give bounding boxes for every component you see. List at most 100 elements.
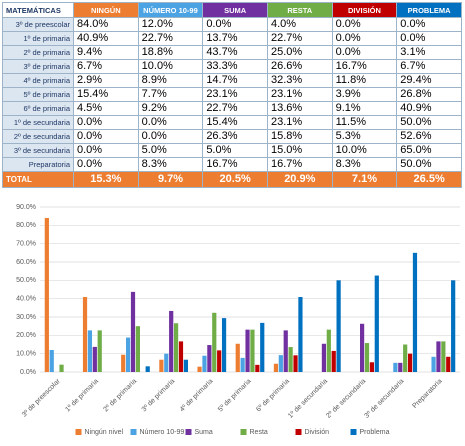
y-tick-label: 10.0%	[16, 351, 36, 358]
row-label: 3º de preescolar	[2, 17, 74, 32]
y-tick-label: 80.0%	[16, 222, 36, 229]
bar	[235, 343, 240, 372]
bar	[273, 363, 279, 372]
cell: 20.5%	[202, 171, 268, 188]
table-row: 2º de secundaria 0.0% 0.0% 26.3% 15.8% 5.3% 52…	[2, 129, 462, 144]
cell: 13.7%	[202, 31, 268, 46]
cell: 50.0%	[396, 115, 462, 130]
row-label: Preparatoria	[2, 157, 74, 172]
cell: 65.0%	[396, 143, 462, 158]
row-label: 6º de primaria	[2, 101, 74, 116]
cell: 33.3%	[202, 59, 268, 74]
x-tick-label: 2º de secundaria	[325, 378, 367, 420]
row-label: 2º de primaria	[2, 45, 74, 60]
cell: 43.7%	[202, 45, 268, 60]
bar	[245, 329, 250, 372]
x-tick-label: Preparatoria	[411, 378, 443, 410]
cell: 9.4%	[73, 45, 139, 60]
y-tick-label: 90.0%	[16, 204, 36, 211]
cell: 5.0%	[202, 143, 268, 158]
cell: 29.4%	[396, 73, 462, 88]
cell: 6.7%	[396, 59, 462, 74]
cell: 15.3%	[73, 171, 139, 188]
bar	[393, 362, 398, 372]
cell: 0.0%	[137, 115, 204, 130]
row-label: 2º de secundaria	[2, 129, 74, 144]
cell: 9.7%	[137, 171, 204, 188]
bar	[159, 359, 164, 372]
cell: 6.7%	[73, 59, 139, 74]
cell: 25.0%	[266, 45, 333, 60]
y-tick-label: 40.0%	[16, 296, 36, 303]
bar	[173, 323, 179, 372]
cell: 23.1%	[202, 87, 268, 102]
cell: 16.7%	[202, 157, 268, 172]
bar	[436, 341, 441, 372]
bar	[164, 353, 169, 372]
x-tick-label: 2º de primaria	[103, 378, 139, 414]
bar	[374, 275, 379, 372]
cell: 23.1%	[266, 87, 333, 102]
bar	[451, 280, 456, 372]
table-row: 1º de secundaria 0.0% 0.0% 15.4% 23.1% 11.5% 5…	[2, 115, 462, 130]
table-row: Preparatoria 0.0% 8.3% 16.7% 16.7% 8.3% 50.0%	[2, 157, 462, 172]
bar	[121, 354, 126, 372]
table-row: 3º de primaria 6.7% 10.0% 33.3% 26.6% 16.7% 6.…	[2, 59, 462, 74]
bar	[278, 355, 283, 372]
bar	[293, 355, 298, 372]
table-row: 2º de primaria 9.4% 18.8% 43.7% 25.0% 0.0% 3.1…	[2, 45, 462, 60]
cell: 26.6%	[266, 59, 333, 74]
cell: 5.0%	[137, 143, 204, 158]
legend-label: Problema	[360, 429, 390, 436]
x-tick-label: 1º de secundaria	[287, 378, 329, 420]
cell: 18.8%	[137, 45, 204, 60]
y-tick-label: 20.0%	[16, 332, 36, 339]
cell: 15.4%	[202, 115, 268, 130]
bar	[126, 337, 131, 372]
cell: 20.9%	[266, 171, 333, 188]
legend-swatch	[240, 429, 247, 435]
cell: 84.0%	[73, 17, 139, 32]
bar	[288, 347, 293, 372]
cell: 15.8%	[266, 129, 333, 144]
legend-swatch	[350, 429, 357, 435]
bar	[59, 364, 64, 372]
cell: 0.0%	[396, 17, 462, 32]
table-row: 6º de primaria 4.5% 9.2% 22.7% 13.6% 9.1% 40.9…	[2, 101, 462, 116]
cell: 0.0%	[137, 129, 204, 144]
y-tick-label: 60.0%	[16, 259, 36, 266]
row-label: 5º de primaria	[2, 87, 74, 102]
row-label: 3º de secundaria	[2, 143, 74, 158]
legend-swatch	[130, 429, 137, 435]
table-row: 5º de primaria 15.4% 7.7% 23.1% 23.1% 3.9% 26.…	[2, 87, 462, 102]
cell: 3.1%	[396, 45, 462, 60]
bar	[441, 341, 446, 372]
bar	[202, 355, 207, 372]
legend-label: División	[305, 429, 330, 436]
data-table: MATEMÁTICAS NINGÚN NÚMERO 10-99 SUMA RESTA DI…	[2, 2, 462, 188]
cell: 4.5%	[73, 101, 139, 116]
bar	[212, 312, 217, 372]
table-row: 1º de primaria 40.9% 22.7% 13.7% 22.7% 0.0% 0.…	[2, 31, 462, 46]
bar	[82, 297, 88, 372]
cell: NINGÚN	[73, 2, 139, 18]
bar	[250, 329, 255, 372]
bar	[431, 356, 436, 372]
bar	[403, 344, 408, 372]
legend-label: Ningún nivel	[85, 429, 124, 436]
cell: 7.1%	[331, 171, 398, 188]
bar	[446, 356, 451, 372]
bar	[398, 362, 403, 372]
bar	[207, 345, 212, 372]
chart: 0.0% 10.0% 20.0% 30.0% 40.0% 50.0% 60.0% 70.0% 8…	[16, 204, 460, 436]
x-tick-label: 3º de preescolar	[21, 377, 62, 418]
cell: RESTA	[266, 2, 333, 18]
row-label: 3º de primaria	[2, 59, 74, 74]
cell: 22.7%	[137, 31, 204, 46]
bar	[169, 310, 174, 372]
y-tick-label: 70.0%	[16, 241, 36, 248]
x-tick-label: 5º de primaria	[217, 378, 253, 414]
bar	[407, 353, 413, 372]
bar	[364, 343, 370, 372]
